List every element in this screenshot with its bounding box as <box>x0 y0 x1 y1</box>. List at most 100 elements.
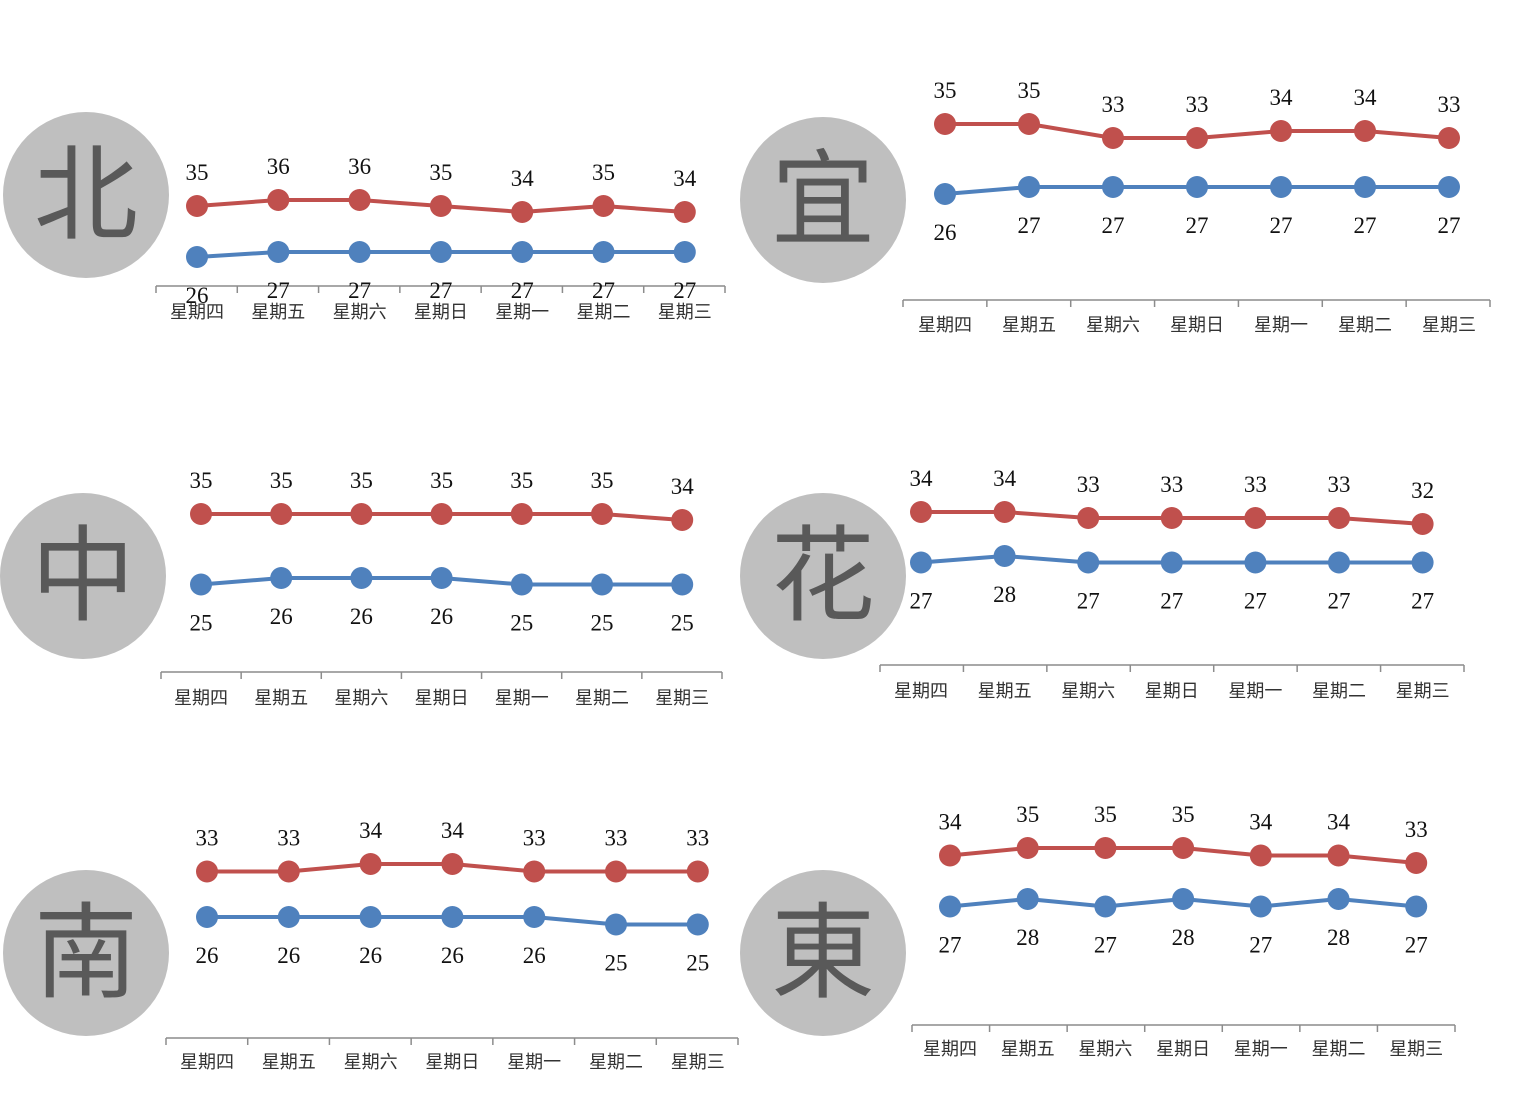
high-series-data-label: 35 <box>429 160 452 185</box>
low-series-point <box>993 545 1016 567</box>
low-series-point <box>1405 895 1428 918</box>
high-series-point <box>605 860 627 883</box>
high-series-data-label: 34 <box>993 466 1017 491</box>
x-tick-label: 星期四 <box>918 315 972 336</box>
high-series-data-label: 35 <box>430 468 453 493</box>
x-tick-label: 星期三 <box>1389 1039 1443 1060</box>
low-series-data-label: 25 <box>671 611 694 636</box>
low-series-point <box>1094 895 1117 918</box>
low-series-point <box>429 241 452 263</box>
high-series-data-label: 33 <box>1405 817 1428 842</box>
x-tick-label: 星期日 <box>415 688 469 709</box>
high-series-point <box>523 860 546 883</box>
low-series-point <box>1102 176 1124 198</box>
x-tick-label: 星期一 <box>1234 1039 1288 1060</box>
line-chart: 星期四 星期五 星期六 星期日 星期一 星期二 星期三 35 35 33 33 34 34 33 26 27 2… <box>902 78 1491 336</box>
line-chart: 星期四 星期五 星期六 星期日 星期一 星期二 星期三 35 35 35 35 35 35 34 25 26 2… <box>160 468 723 709</box>
x-tick-label: 星期日 <box>1170 315 1224 336</box>
high-series-point <box>1405 852 1428 874</box>
high-series-point <box>1102 127 1124 149</box>
low-series-point <box>1328 551 1350 574</box>
chart-panel-tainan: 星期四 星期五 星期六 星期日 星期一 星期二 星期三 33 33 34 34 33 33 33 26 26 2… <box>0 790 740 1090</box>
x-tick-label: 星期五 <box>1001 1039 1055 1060</box>
low-series-point <box>523 906 546 928</box>
x-tick-label: 星期六 <box>344 1052 398 1073</box>
low-series-data-label: 26 <box>934 220 957 245</box>
high-series-data-label: 33 <box>686 826 709 851</box>
region-badge: 北 <box>3 112 169 278</box>
low-series-point <box>1438 176 1460 198</box>
x-tick-label: 星期日 <box>1145 681 1199 702</box>
low-series-point <box>591 573 613 596</box>
high-series-point <box>1354 120 1376 142</box>
low-series-data-label: 26 <box>359 943 382 968</box>
high-series-data-label: 36 <box>348 154 371 179</box>
x-tick-label: 星期二 <box>1312 681 1366 702</box>
low-series-data-label: 27 <box>1160 589 1183 614</box>
low-series-point <box>1270 176 1292 198</box>
region-badge: 花 <box>740 493 906 659</box>
x-tick-label: 星期五 <box>262 1052 316 1073</box>
high-series-point <box>592 195 615 217</box>
high-series-data-label: 34 <box>939 810 963 835</box>
high-series-point <box>359 853 382 875</box>
high-series-point <box>1244 507 1267 529</box>
high-series-point <box>1160 507 1183 529</box>
high-series-point <box>348 189 371 211</box>
high-series-point <box>1077 507 1100 529</box>
x-tick-label: 星期三 <box>655 688 709 709</box>
high-series-data-label: 36 <box>267 154 290 179</box>
x-tick-label: 星期一 <box>1254 315 1308 336</box>
high-series-data-label: 34 <box>1249 810 1273 835</box>
line-chart: 星期四 星期五 星期六 星期日 星期一 星期二 星期三 34 34 33 33 33 33 32 27 28 2… <box>879 466 1465 702</box>
x-tick-label: 星期日 <box>1156 1039 1210 1060</box>
high-series-point <box>1249 844 1272 867</box>
high-series-point <box>686 860 709 883</box>
high-series-data-label: 33 <box>1438 92 1461 117</box>
low-series-point <box>1354 176 1376 198</box>
low-series-data-label: 27 <box>939 933 962 958</box>
low-series-data-label: 27 <box>1270 213 1293 238</box>
low-series-data-label: 27 <box>1405 933 1428 958</box>
x-tick-label: 星期二 <box>575 688 629 709</box>
low-series-data-label: 25 <box>605 951 628 976</box>
x-tick-label: 星期四 <box>174 688 228 709</box>
high-series-point <box>1018 113 1040 135</box>
high-series-point <box>350 503 373 525</box>
low-series-point <box>441 906 464 928</box>
high-series-data-label: 35 <box>591 468 614 493</box>
x-tick-label: 星期六 <box>1061 681 1115 702</box>
high-series-data-label: 34 <box>671 474 695 499</box>
high-series-data-label: 32 <box>1411 478 1434 503</box>
high-series-point <box>270 503 293 525</box>
low-series-point <box>267 241 290 263</box>
low-series-data-label: 27 <box>1411 589 1434 614</box>
low-series-point <box>592 241 615 263</box>
low-series-data-label: 28 <box>993 582 1016 607</box>
high-series-point <box>186 195 208 217</box>
low-series-point <box>1016 888 1039 910</box>
high-series-data-label: 33 <box>1077 472 1100 497</box>
low-series-data-label: 27 <box>1018 213 1041 238</box>
low-series-point <box>1172 888 1195 910</box>
x-tick-label: 星期一 <box>1228 681 1282 702</box>
high-series-data-label: 34 <box>673 166 697 191</box>
high-series-data-label: 35 <box>1016 802 1039 827</box>
high-series-point <box>993 501 1016 523</box>
low-series-point <box>359 906 382 928</box>
high-series-data-label: 33 <box>523 826 546 851</box>
low-series-point <box>350 567 373 589</box>
high-series-point <box>511 201 534 223</box>
high-series-data-label: 34 <box>511 166 535 191</box>
low-series-data-label: 28 <box>1327 925 1350 950</box>
high-series-point <box>1438 127 1460 149</box>
high-series-data-label: 33 <box>605 826 628 851</box>
low-series-data-label: 25 <box>591 611 614 636</box>
x-tick-label: 星期六 <box>1086 315 1140 336</box>
low-series-data-label: 27 <box>1328 589 1351 614</box>
high-series-point <box>934 113 956 135</box>
high-series-data-label: 34 <box>359 818 383 843</box>
high-series-data-label: 35 <box>270 468 293 493</box>
low-series-point <box>1327 888 1350 910</box>
x-tick-label: 星期五 <box>254 688 308 709</box>
